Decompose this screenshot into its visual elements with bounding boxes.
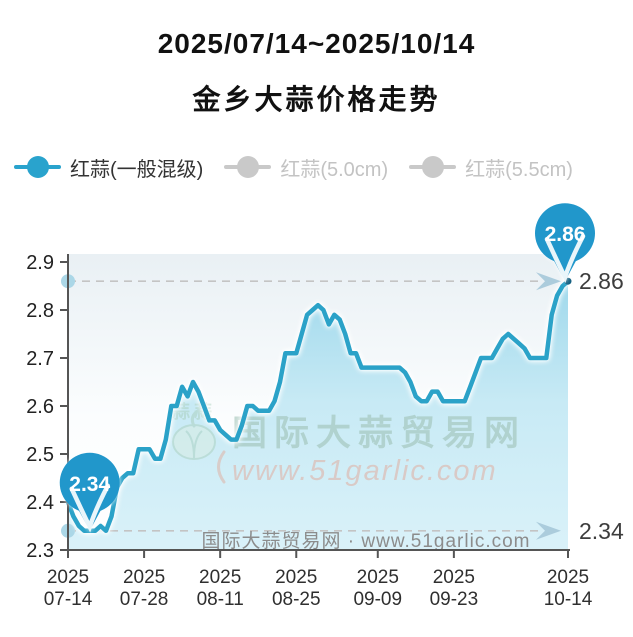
x-tick-label-year: 2025 — [547, 567, 589, 588]
x-tick-label-year: 2025 — [47, 567, 89, 588]
legend-item-hongsuan-55cm[interactable]: 红蒜(5.5cm) — [409, 153, 573, 182]
legend-label: 红蒜(5.0cm) — [280, 158, 389, 181]
y-tick-label: 2.6 — [26, 396, 54, 418]
page-title: 金乡大蒜价格走势 — [192, 84, 441, 115]
x-tick-label-year: 2025 — [123, 567, 165, 588]
y-tick-label: 2.3 — [26, 540, 54, 562]
x-tick-label-year: 2025 — [275, 567, 317, 588]
x-tick-label-year: 2025 — [433, 567, 475, 588]
legend-marker-icon — [224, 156, 272, 178]
y-tick-label: 2.4 — [26, 492, 54, 514]
svg-text:2.86: 2.86 — [545, 223, 586, 246]
x-tick-label-date: 08-11 — [197, 589, 244, 610]
y-tick-label: 2.9 — [26, 252, 54, 274]
x-tick-label-date: 08-25 — [272, 589, 321, 610]
x-tick-label-date: 09-23 — [430, 589, 479, 610]
y-tick-label: 2.5 — [26, 444, 54, 466]
watermark-site-name: 国际大蒜贸易网 — [232, 414, 526, 453]
price-pin-max: 2.86 — [535, 203, 595, 284]
y-tick-label: 2.8 — [26, 300, 54, 322]
arrow-right-icon — [536, 272, 561, 291]
legend-label: 红蒜(5.5cm) — [465, 158, 573, 181]
legend-marker-icon — [409, 156, 457, 178]
price-pin-min: 2.34 — [59, 452, 120, 533]
x-tick-label-date: 10-14 — [544, 589, 593, 610]
legend-label: 红蒜(一般混级) — [70, 158, 204, 181]
x-tick-label-date: 09-09 — [353, 589, 402, 610]
price-area — [68, 281, 568, 550]
legend-item-hongsuan-5cm[interactable]: 红蒜(5.0cm) — [224, 153, 388, 182]
garlic-logo-icon: 蒜蒜 — [172, 401, 216, 460]
side-value-label-min: 2.34 — [579, 518, 624, 544]
watermark-site-url: www.51garlic.com — [232, 455, 498, 487]
legend: 红蒜(一般混级) 红蒜(5.0cm) 红蒜(5.5cm) — [14, 151, 633, 183]
y-tick-label: 2.7 — [26, 348, 54, 370]
side-value-label-max: 2.86 — [579, 268, 624, 294]
x-tick-label-year: 2025 — [357, 567, 399, 588]
svg-text:2.34: 2.34 — [69, 473, 110, 496]
x-tick-label-year: 2025 — [199, 567, 241, 588]
price-line — [65, 278, 571, 534]
legend-marker-icon — [14, 156, 61, 178]
chart-area: 蒜蒜 国际大蒜贸易网 www.51garlic.com 国际大蒜贸易网 · www.5… — [0, 190, 633, 637]
bottom-watermark: 国际大蒜贸易网 · www.51garlic.com — [202, 530, 531, 552]
x-tick-label-date: 07-14 — [44, 589, 93, 610]
x-tick-label-date: 07-28 — [120, 589, 169, 610]
arrow-right-icon — [536, 521, 561, 540]
title-date-range: 2025/07/14~2025/10/14 — [157, 28, 476, 59]
legend-item-hongsuan-mixed[interactable]: 红蒜(一般混级) — [14, 153, 203, 182]
